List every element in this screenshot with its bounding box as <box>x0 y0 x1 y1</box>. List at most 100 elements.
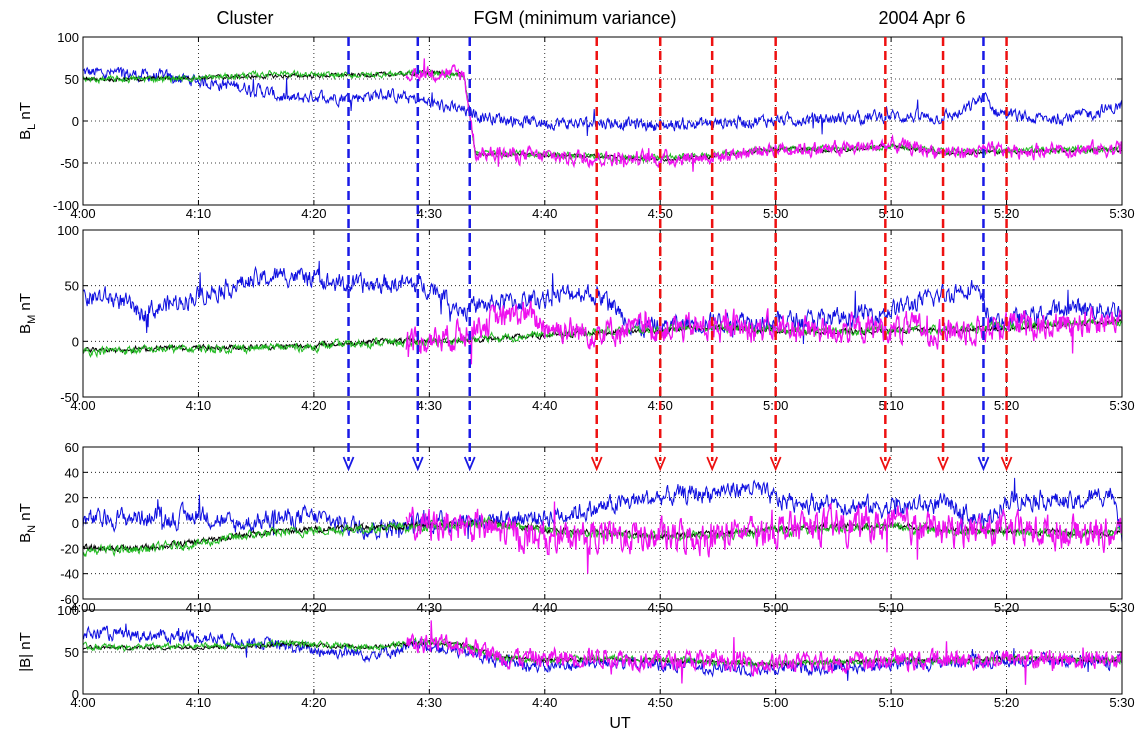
ytick-label-BL-2: 0 <box>72 114 79 129</box>
ytick-label-BN-4: 20 <box>65 491 79 506</box>
ylabel-B: |B| nT <box>17 632 34 672</box>
title-left: Cluster <box>216 8 273 28</box>
xtick-label-B-8: 5:20 <box>994 695 1019 710</box>
traces-BL <box>83 58 1122 172</box>
xtick-label-B-2: 4:20 <box>301 695 326 710</box>
ylabel-sub-BN: N <box>26 525 38 533</box>
ytick-label-BL-0: -100 <box>53 198 79 213</box>
xtick-label-BN-3: 4:30 <box>417 600 442 615</box>
ytick-label-BN-2: -20 <box>60 541 79 556</box>
xtick-label-BN-8: 5:20 <box>994 600 1019 615</box>
series-BL-green <box>83 69 1122 163</box>
ylabel-unit-BL: nT <box>17 102 34 124</box>
title-right: 2004 Apr 6 <box>878 8 965 28</box>
xtick-label-BM-3: 4:30 <box>417 398 442 413</box>
ylabel-main-BN: B <box>17 533 34 543</box>
xtick-label-BM-4: 4:40 <box>532 398 557 413</box>
ytick-label-BM-1: 0 <box>72 334 79 349</box>
panels-group: 4:00 4:10 4:20 4:30 4:40 4:50 5:00 5:10 5:20 5:30… <box>17 30 1135 710</box>
series-BL-black <box>83 69 1122 162</box>
series-BN-magenta <box>405 501 1122 574</box>
panel-B: 4:00 4:10 4:20 4:30 4:40 4:50 5:00 5:10 5:20 5:30… <box>17 603 1135 710</box>
xtick-label-BN-5: 4:50 <box>648 600 673 615</box>
xtick-label-BL-1: 4:10 <box>186 206 211 221</box>
ylabel-sub-BL: L <box>26 124 38 130</box>
ylabel-unit-BN: nT <box>17 503 34 525</box>
xtick-label-B-3: 4:30 <box>417 695 442 710</box>
xtick-label-BN-1: 4:10 <box>186 600 211 615</box>
marker-arrow-6 <box>769 456 782 472</box>
ytick-label-BL-4: 100 <box>57 30 79 45</box>
marker-arrow-7 <box>879 456 892 472</box>
xtick-label-BN-4: 4:40 <box>532 600 557 615</box>
ylabel-main-B: |B| <box>17 654 34 672</box>
xtick-label-B-1: 4:10 <box>186 695 211 710</box>
xtick-label-BL-7: 5:10 <box>878 206 903 221</box>
title-center: FGM (minimum variance) <box>473 8 676 28</box>
ylabel-main-BL: B <box>17 130 34 140</box>
xtick-label-BM-1: 4:10 <box>186 398 211 413</box>
ylabel-BL: BL nT <box>17 102 38 140</box>
ylabel-sub-BM: M <box>26 315 38 324</box>
xtick-label-BN-9: 5:30 <box>1109 600 1134 615</box>
panel-BN: 4:00 4:10 4:20 4:30 4:40 4:50 5:00 5:10 5:20 5:30… <box>17 440 1135 615</box>
marker-arrow-0 <box>342 456 355 472</box>
xtick-label-BN-0: 4:00 <box>70 600 95 615</box>
ytick-label-BM-3: 100 <box>57 223 79 238</box>
ylabel-unit-BM: nT <box>17 293 34 315</box>
series-BM-green <box>83 316 1122 359</box>
traces-BM <box>83 260 1122 365</box>
xtick-label-B-4: 4:40 <box>532 695 557 710</box>
frame-BM <box>82 229 1123 398</box>
event-markers <box>342 37 1013 472</box>
xtick-label-B-6: 5:00 <box>763 695 788 710</box>
ytick-label-BN-3: 0 <box>72 516 79 531</box>
series-BM-magenta <box>405 300 1122 365</box>
xtick-label-BL-2: 4:20 <box>301 206 326 221</box>
traces-B <box>83 620 1122 685</box>
ytick-label-BN-0: -60 <box>60 592 79 607</box>
xtick-label-BM-2: 4:20 <box>301 398 326 413</box>
ylabel-BM: BM nT <box>17 293 38 334</box>
series-B-magenta <box>405 620 1122 685</box>
panel-BL: 4:004:104:204:304:404:505:005:105:205:30… <box>17 30 1135 221</box>
marker-arrow-3 <box>590 456 603 472</box>
series-BL-blue <box>83 66 1122 137</box>
marker-arrow-9 <box>977 456 990 472</box>
xtick-label-BL-0: 4:00 <box>70 206 95 221</box>
traces-BN <box>83 477 1122 574</box>
xtick-label-BN-7: 5:10 <box>878 600 903 615</box>
x-axis-label: UT <box>609 715 631 732</box>
panel-BM: 4:004:104:204:304:404:505:005:105:205:30… <box>17 223 1135 413</box>
series-B-blue <box>83 623 1122 681</box>
ytick-label-BL-3: 50 <box>65 72 79 87</box>
frame-B <box>82 609 1123 695</box>
xtick-label-BM-0: 4:00 <box>70 398 95 413</box>
ylabel-main-BM: B <box>17 324 34 334</box>
series-BL-magenta <box>405 58 1122 172</box>
xtick-label-BL-4: 4:40 <box>532 206 557 221</box>
frame-BL <box>82 36 1123 206</box>
xtick-label-B-7: 5:10 <box>878 695 903 710</box>
xtick-label-BN-2: 4:20 <box>301 600 326 615</box>
ytick-label-BL-1: -50 <box>60 156 79 171</box>
xtick-label-BN-6: 5:00 <box>763 600 788 615</box>
xtick-label-BL-9: 5:30 <box>1109 206 1134 221</box>
ytick-label-BN-6: 60 <box>65 440 79 455</box>
ytick-label-BN-5: 40 <box>65 465 79 480</box>
ytick-label-B-2: 100 <box>57 603 79 618</box>
ytick-label-BM-2: 50 <box>65 279 79 294</box>
xtick-label-B-9: 5:30 <box>1109 695 1134 710</box>
xtick-label-BL-3: 4:30 <box>417 206 442 221</box>
xtick-label-B-0: 4:00 <box>70 695 95 710</box>
marker-arrow-8 <box>937 456 949 472</box>
xtick-label-BM-7: 5:10 <box>878 398 903 413</box>
marker-arrow-5 <box>706 456 719 472</box>
ytick-label-B-1: 50 <box>65 645 79 660</box>
ytick-label-BN-1: -40 <box>60 567 79 582</box>
xtick-label-BM-9: 5:30 <box>1109 398 1134 413</box>
series-BM-black <box>83 318 1122 354</box>
marker-arrow-2 <box>463 456 476 472</box>
marker-arrow-10 <box>1000 456 1013 472</box>
